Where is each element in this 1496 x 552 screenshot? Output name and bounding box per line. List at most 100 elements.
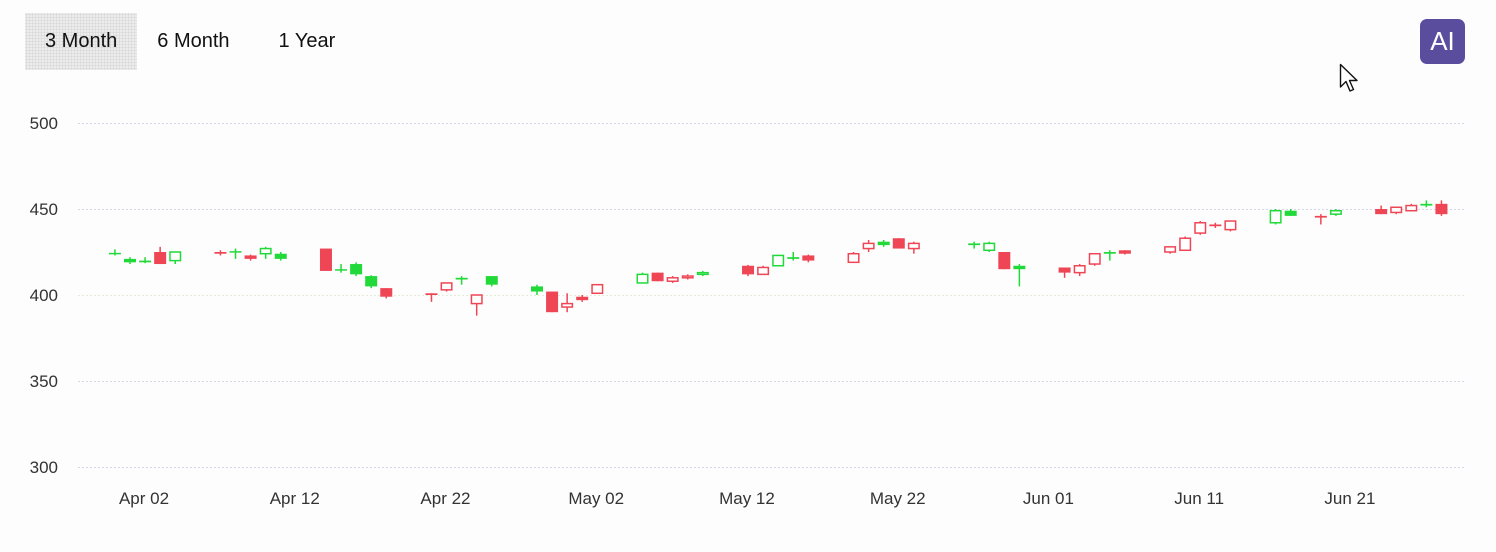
candle-body: [591, 283, 604, 295]
candle-body: [968, 243, 981, 246]
candle: [229, 248, 242, 259]
candle: [1073, 264, 1086, 277]
x-tick-label: Apr 02: [119, 489, 169, 508]
candle: [787, 252, 800, 261]
candle: [847, 252, 860, 264]
tab-1-year[interactable]: 1 Year: [278, 30, 336, 52]
candle-body: [350, 264, 363, 275]
candle-body: [1405, 204, 1418, 212]
candle: [440, 282, 453, 292]
candle-body: [1224, 220, 1237, 231]
candle-body: [636, 273, 649, 284]
candle-body: [696, 271, 709, 276]
candle: [757, 265, 770, 276]
candle-body: [425, 293, 438, 295]
candle-body: [1179, 237, 1192, 252]
candle: [319, 248, 332, 271]
candle: [1058, 267, 1071, 278]
candle: [561, 293, 574, 313]
candle-body: [1420, 203, 1433, 206]
candle-body: [546, 291, 559, 313]
candle-body: [365, 276, 378, 287]
candle: [1194, 221, 1207, 235]
candle-body: [1118, 250, 1131, 254]
candle-body: [214, 252, 227, 254]
candle: [365, 275, 378, 289]
candle: [862, 239, 875, 252]
y-tick-label: 350: [30, 372, 58, 391]
ai-button[interactable]: AI: [1420, 19, 1465, 64]
candle: [274, 252, 287, 261]
candle-body: [1284, 210, 1297, 216]
candle-body: [485, 276, 498, 285]
candle: [470, 294, 483, 316]
candle-body: [1314, 215, 1327, 218]
tab-3-month[interactable]: 3 Month: [25, 13, 138, 70]
candle: [983, 241, 996, 252]
candle: [968, 241, 981, 249]
candle-body: [1058, 267, 1071, 273]
y-tick-label: 450: [30, 200, 58, 219]
candle: [998, 252, 1011, 270]
candle-body: [108, 252, 121, 255]
candle: [1314, 214, 1327, 225]
candle-body: [1329, 209, 1342, 215]
candle: [108, 249, 121, 256]
candle: [576, 295, 589, 302]
candle-body: [862, 242, 875, 250]
x-tick-label: Jun 11: [1174, 489, 1224, 508]
candle-body: [772, 254, 785, 267]
candle: [681, 274, 694, 280]
candle: [214, 250, 227, 256]
x-tick-label: Jun 21: [1324, 489, 1375, 508]
candle-body: [892, 238, 905, 249]
candle: [124, 257, 136, 265]
candle-body: [1269, 209, 1282, 224]
y-tick-label: 300: [30, 458, 58, 477]
candle-body: [787, 257, 800, 259]
candle: [546, 291, 559, 313]
candle: [1103, 250, 1116, 261]
candle-body: [1435, 203, 1448, 215]
candle: [350, 262, 363, 277]
candle: [1164, 246, 1177, 254]
x-tick-label: May 22: [870, 489, 926, 508]
candle: [335, 264, 348, 273]
candle: [1390, 206, 1403, 215]
candle: [666, 276, 679, 283]
candle-body: [259, 247, 272, 255]
range-tabs: 3 Month 6 Month 1 Year: [25, 13, 355, 70]
candle: [531, 284, 543, 295]
candle: [892, 238, 905, 249]
candle: [1088, 252, 1101, 266]
y-tick-label: 400: [30, 286, 58, 305]
candle: [1375, 205, 1388, 215]
candle: [802, 254, 815, 263]
candle: [380, 288, 393, 299]
candle: [154, 246, 167, 265]
candle-body: [681, 275, 694, 279]
mouse-pointer-icon: [1339, 63, 1358, 92]
candle: [636, 272, 649, 284]
candle-body: [531, 286, 543, 292]
candle-body: [742, 265, 755, 275]
candle: [1013, 264, 1026, 287]
candle-body: [907, 242, 920, 250]
candle: [169, 251, 182, 265]
candle-body: [1164, 246, 1177, 253]
candle-body: [470, 294, 483, 305]
tab-6-month[interactable]: 6 Month: [157, 30, 230, 52]
candle-body: [998, 252, 1011, 270]
candle-body: [847, 252, 860, 264]
candle-body: [154, 252, 167, 265]
candle-body: [229, 251, 242, 253]
candle-body: [380, 288, 393, 297]
x-tick-label: May 02: [568, 489, 624, 508]
candle: [742, 264, 755, 277]
candle: [1405, 203, 1418, 212]
candle: [1179, 236, 1192, 252]
candle: [1329, 209, 1342, 216]
candle-body: [802, 255, 815, 261]
candle: [772, 254, 785, 267]
candle: [1118, 250, 1131, 255]
